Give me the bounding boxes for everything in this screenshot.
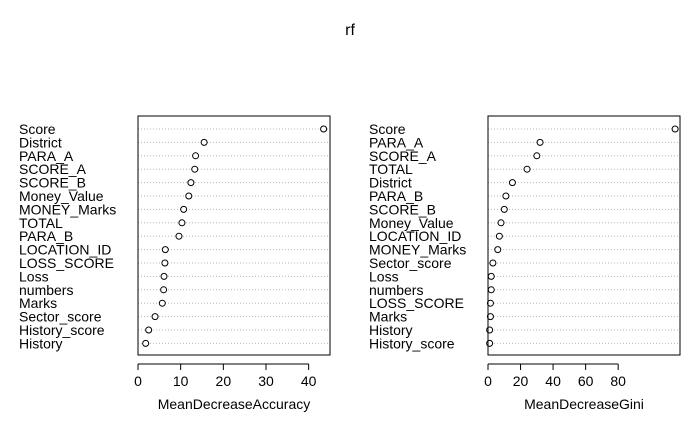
data-point [200, 138, 208, 146]
x-axis-title: MeanDecreaseAccuracy [158, 396, 311, 412]
category-label: Score [19, 121, 56, 137]
data-point [495, 232, 503, 240]
category-label: PARA_B [19, 228, 73, 244]
data-point [487, 286, 495, 294]
category-label: MONEY_Marks [369, 242, 466, 258]
category-label: PARA_A [19, 148, 74, 164]
data-point [671, 125, 679, 133]
data-point [192, 152, 200, 160]
data-point [160, 272, 168, 280]
data-point [497, 219, 505, 227]
x-tick-label: 60 [578, 373, 594, 389]
data-point [486, 313, 494, 321]
x-tick-label: 30 [258, 373, 274, 389]
category-label: PARA_B [369, 188, 423, 204]
x-tick-label: 0 [134, 373, 142, 389]
category-label: History [369, 322, 413, 338]
data-point [536, 138, 544, 146]
category-label: SCORE_B [19, 175, 86, 191]
data-point [191, 165, 199, 173]
category-label: District [19, 134, 62, 150]
data-point [158, 299, 166, 307]
x-tick-label: 20 [216, 373, 232, 389]
category-label: LOSS_SCORE [369, 295, 464, 311]
data-point [500, 205, 508, 213]
category-label: TOTAL [369, 161, 413, 177]
data-point [178, 219, 186, 227]
x-tick-label: 80 [610, 373, 626, 389]
category-label: LOCATION_ID [369, 228, 461, 244]
data-point [320, 125, 328, 133]
data-point [502, 192, 510, 200]
plot-frame [137, 115, 331, 356]
panel-2: ScorePARA_ASCORE_ATOTALDistrictPARA_BSCO… [369, 115, 681, 412]
category-label: History_score [19, 322, 105, 338]
panel-1: ScoreDistrictPARA_ASCORE_ASCORE_BMoney_V… [19, 115, 331, 412]
category-label: Sector_score [369, 255, 452, 271]
category-label: MONEY_Marks [19, 201, 116, 217]
data-point [151, 313, 159, 321]
data-point [185, 192, 193, 200]
data-point [508, 179, 516, 187]
data-point [180, 205, 188, 213]
data-point [533, 152, 541, 160]
data-point [161, 246, 169, 254]
x-axis-title: MeanDecreaseGini [524, 396, 644, 412]
data-point [487, 272, 495, 280]
x-tick-label: 20 [513, 373, 529, 389]
data-point [142, 339, 150, 347]
category-label: SCORE_A [19, 161, 87, 177]
category-label: Loss [369, 268, 399, 284]
data-point [187, 179, 195, 187]
x-tick-label: 40 [545, 373, 561, 389]
category-label: Money_Value [369, 215, 454, 231]
category-label: Loss [19, 268, 49, 284]
data-point [145, 326, 153, 334]
category-label: Score [369, 121, 406, 137]
data-point [489, 259, 497, 267]
data-point [161, 259, 169, 267]
category-label: numbers [19, 282, 73, 298]
category-label: History [19, 335, 63, 351]
category-label: History_score [369, 335, 455, 351]
category-label: Marks [19, 295, 57, 311]
category-label: LOSS_SCORE [19, 255, 114, 271]
data-point [160, 286, 168, 294]
data-point [523, 165, 531, 173]
x-tick-label: 40 [301, 373, 317, 389]
category-label: SCORE_A [369, 148, 437, 164]
category-label: Sector_score [19, 309, 102, 325]
x-tick-label: 10 [173, 373, 189, 389]
category-label: PARA_A [369, 134, 424, 150]
category-label: LOCATION_ID [19, 242, 111, 258]
data-point [175, 232, 183, 240]
category-label: numbers [369, 282, 423, 298]
category-label: Money_Value [19, 188, 104, 204]
category-label: Marks [369, 309, 407, 325]
chart-title: rf [345, 22, 355, 39]
data-point [486, 299, 494, 307]
x-tick-label: 0 [484, 373, 492, 389]
category-label: SCORE_B [369, 201, 436, 217]
data-point [494, 246, 502, 254]
category-label: TOTAL [19, 215, 63, 231]
plot-frame [487, 115, 681, 356]
category-label: District [369, 175, 412, 191]
